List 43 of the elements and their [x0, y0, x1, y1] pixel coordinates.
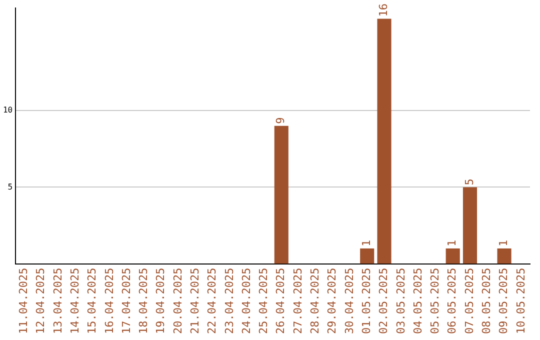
x-tick-label: 20.04.2025	[171, 268, 184, 334]
data-label: 9	[274, 117, 288, 124]
bar	[462, 187, 478, 264]
x-tick-label: 27.04.2025	[291, 268, 304, 334]
x-tick-label: 17.04.2025	[120, 268, 133, 334]
x-tick-label: 07.05.2025	[462, 268, 476, 334]
bar	[360, 248, 374, 264]
x-tick-label: 12.04.2025	[34, 268, 48, 334]
data-label: 1	[446, 240, 459, 246]
x-tick-label: 25.04.2025	[257, 268, 270, 334]
x-tick-label: 26.04.2025	[274, 268, 288, 334]
x-tick-label: 11.04.2025	[17, 268, 30, 334]
x-tick-label: 18.04.2025	[137, 268, 150, 334]
x-tick-label: 19.04.2025	[154, 268, 168, 334]
x-tick-label: 23.04.2025	[222, 268, 236, 334]
x-tick-label: 13.04.2025	[51, 268, 64, 334]
y-tick-label: 10	[2, 106, 13, 115]
x-tick-label: 30.04.2025	[342, 268, 356, 334]
x-tick-label: 24.04.2025	[240, 268, 253, 334]
data-label: 1	[497, 240, 510, 246]
x-tick-label: 21.04.2025	[188, 268, 202, 334]
data-label: 16	[377, 3, 390, 17]
bar	[497, 248, 512, 264]
x-tick-label: 22.04.2025	[206, 268, 219, 334]
bar	[377, 18, 392, 264]
bar	[274, 126, 288, 264]
x-tick-label: 09.05.2025	[497, 268, 510, 334]
bar	[446, 248, 460, 264]
data-label: 1	[360, 240, 373, 246]
x-tick-label: 10.05.2025	[514, 268, 528, 334]
x-tick-label: 03.05.2025	[394, 268, 408, 334]
x-tick-label: 16.04.2025	[102, 268, 116, 334]
x-tick-label: 08.05.2025	[480, 268, 493, 334]
x-tick-label: 01.05.2025	[360, 268, 373, 334]
x-tick-label: 02.05.2025	[377, 268, 390, 334]
data-label: 5	[462, 178, 476, 186]
x-tick-label: 29.04.2025	[326, 268, 339, 334]
x-tick-label: 05.05.2025	[428, 268, 442, 334]
x-tick-label: 15.04.2025	[86, 268, 99, 334]
x-tick-label: 04.05.2025	[411, 268, 424, 334]
x-tick-label: 14.04.2025	[68, 268, 82, 334]
x-tick-label: 28.04.2025	[308, 268, 322, 334]
x-tick-label: 06.05.2025	[446, 268, 459, 334]
